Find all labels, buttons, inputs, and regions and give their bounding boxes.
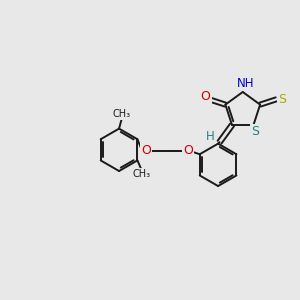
Text: NH: NH (237, 77, 254, 90)
Text: H: H (206, 130, 215, 143)
Text: O: O (201, 90, 211, 104)
Text: O: O (183, 144, 193, 157)
Text: CH₃: CH₃ (133, 169, 151, 179)
Text: O: O (141, 144, 151, 157)
Text: S: S (278, 93, 286, 106)
Text: S: S (251, 125, 259, 138)
Text: CH₃: CH₃ (113, 109, 131, 119)
